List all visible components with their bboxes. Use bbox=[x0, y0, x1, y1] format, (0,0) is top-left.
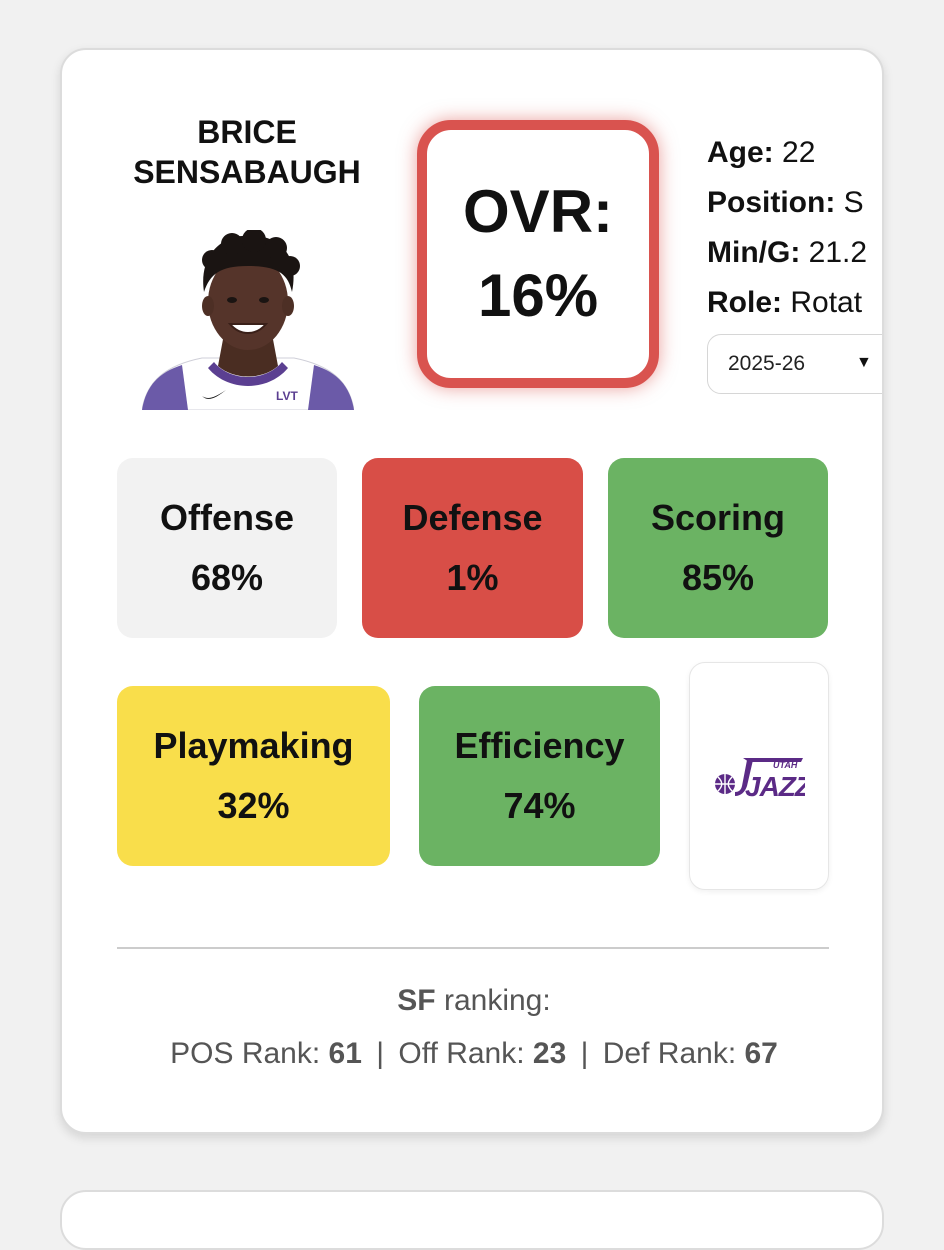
efficiency-value: 74% bbox=[503, 785, 576, 826]
offense-value: 68% bbox=[190, 557, 264, 598]
pos-rank-label: POS Rank: bbox=[170, 1037, 321, 1070]
season-selected-value: 2025-26 bbox=[728, 352, 806, 375]
player-info: Age: 22 Position: S Min/G: 21.2 Role: Ro… bbox=[707, 128, 882, 328]
rank-separator: | bbox=[580, 1037, 589, 1070]
section-divider bbox=[117, 947, 829, 949]
utah-jazz-logo-icon: UTAH JAZZ bbox=[715, 758, 805, 800]
minutes-value: 21.2 bbox=[808, 236, 868, 269]
ranking-title: SF ranking: bbox=[62, 984, 882, 1018]
scoring-value: 85% bbox=[681, 557, 755, 598]
logo-large-text: JAZZ bbox=[745, 771, 805, 800]
logo-small-text: UTAH bbox=[773, 760, 798, 770]
efficiency-label: Efficiency bbox=[454, 725, 625, 766]
role-label: Role: bbox=[707, 286, 782, 319]
svg-text:LVT: LVT bbox=[276, 389, 298, 403]
ranking-line: POS Rank: 61 | Off Rank: 23 | Def Rank: … bbox=[62, 1037, 882, 1071]
age-value: 22 bbox=[782, 136, 816, 169]
off-rank-label: Off Rank: bbox=[398, 1037, 525, 1070]
scoring-tile: Scoring 85% bbox=[608, 458, 828, 638]
player-first-name: BRICE bbox=[197, 114, 297, 150]
playmaking-value: 32% bbox=[217, 785, 290, 826]
player-card: BRICE SENSABAUGH LVT OVR: 16% bbox=[60, 48, 884, 1134]
ovr-value: 16% bbox=[477, 262, 599, 329]
offense-label: Offense bbox=[159, 497, 295, 538]
playmaking-tile: Playmaking 32% bbox=[117, 686, 390, 866]
playmaking-label: Playmaking bbox=[153, 725, 354, 766]
age-label: Age: bbox=[707, 136, 774, 169]
off-rank-value: 23 bbox=[532, 1037, 567, 1070]
info-minutes: Min/G: 21.2 bbox=[707, 228, 882, 278]
position-value: S bbox=[843, 186, 864, 219]
def-rank-value: 67 bbox=[744, 1037, 778, 1070]
season-select[interactable]: 2025-26 ▼ bbox=[707, 334, 882, 394]
player-name: BRICE SENSABAUGH bbox=[102, 112, 392, 192]
defense-value: 1% bbox=[446, 557, 499, 598]
ranking-title-suffix: ranking: bbox=[443, 984, 551, 1017]
def-rank-label: Def Rank: bbox=[602, 1037, 737, 1070]
position-label: Position: bbox=[707, 186, 836, 219]
rank-separator: | bbox=[376, 1037, 385, 1070]
scoring-label: Scoring bbox=[650, 497, 785, 538]
defense-label: Defense bbox=[402, 497, 543, 538]
minutes-label: Min/G: bbox=[707, 236, 801, 269]
info-age: Age: 22 bbox=[707, 128, 882, 178]
defense-tile: Defense 1% bbox=[362, 458, 583, 638]
offense-tile: Offense 68% bbox=[117, 458, 337, 638]
next-player-card bbox=[60, 1190, 884, 1250]
team-logo-tile: UTAH JAZZ bbox=[689, 662, 829, 890]
ranking-position: SF bbox=[397, 984, 436, 1017]
info-position: Position: S bbox=[707, 178, 882, 228]
role-value: Rotat bbox=[790, 286, 863, 319]
player-last-name: SENSABAUGH bbox=[133, 154, 361, 190]
efficiency-tile: Efficiency 74% bbox=[419, 686, 660, 866]
player-headshot: LVT bbox=[142, 230, 354, 410]
pos-rank-value: 61 bbox=[328, 1037, 362, 1070]
chevron-down-icon: ▼ bbox=[856, 354, 872, 371]
info-role: Role: Rotat bbox=[707, 278, 882, 328]
ovr-rating-box: OVR: 16% bbox=[417, 120, 659, 388]
ovr-label: OVR: bbox=[463, 178, 613, 245]
